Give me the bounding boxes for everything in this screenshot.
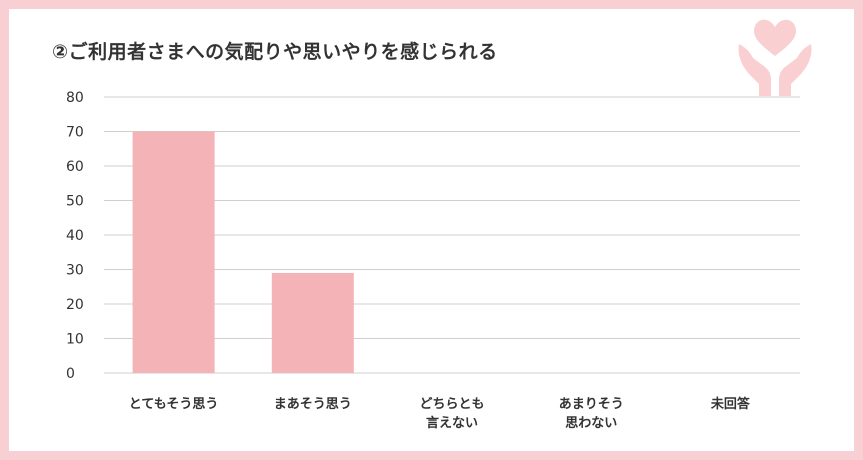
y-tick-label: 70 (66, 125, 84, 141)
y-tick-label: 50 (66, 194, 84, 210)
bar (271, 272, 354, 373)
x-tick-label: あまりそう (559, 397, 624, 412)
y-tick-label: 10 (66, 332, 84, 348)
x-tick-label: 思わない (565, 416, 617, 431)
x-tick-label: 未回答 (710, 396, 751, 412)
chart-title: ②ご利用者さまへの気配りや思いやりを感じられる (52, 41, 498, 63)
bar (132, 131, 215, 373)
x-tick-label: 言えない (426, 415, 478, 431)
x-tick-label: とてもそう思う (129, 397, 219, 412)
y-tick-label: 0 (66, 366, 75, 382)
y-tick-label: 80 (66, 90, 84, 106)
heart-hands-icon (738, 19, 812, 96)
y-tick-label: 30 (66, 263, 84, 279)
y-tick-label: 60 (66, 159, 84, 175)
x-tick-label: まあそう思う (274, 397, 352, 412)
y-tick-label: 40 (66, 228, 84, 244)
y-tick-label: 20 (66, 297, 84, 313)
x-tick-label: どちらとも (419, 397, 484, 412)
